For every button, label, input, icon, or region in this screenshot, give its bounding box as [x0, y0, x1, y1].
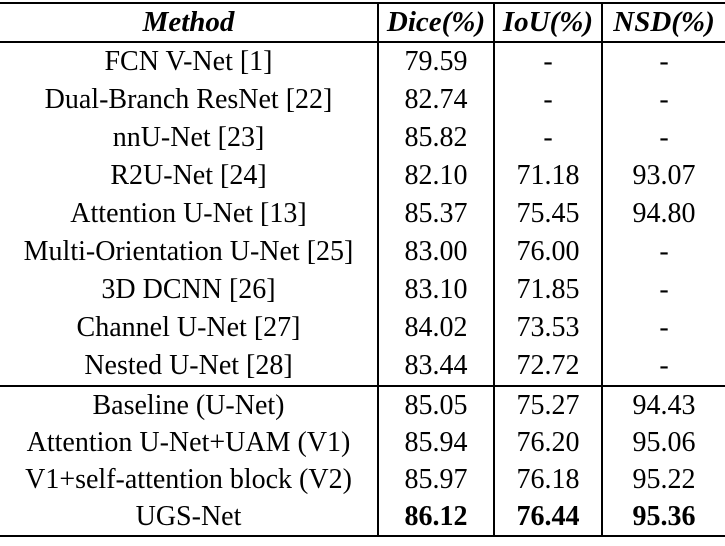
- iou-cell: 71.18: [493, 157, 602, 195]
- method-cell: UGS-Net: [135, 500, 242, 532]
- comparison-methods-section: FCN V-Net [1] 79.59 - - Dual-Branch ResN…: [0, 42, 725, 386]
- table-row: Baseline (U-Net) 85.05 75.27 94.43: [0, 385, 725, 424]
- iou-cell: 72.72: [493, 347, 602, 386]
- iou-cell: 76.18: [493, 461, 602, 498]
- results-table: Method Dice(%) IoU(%) NSD(%) FCN V-Net […: [0, 2, 725, 537]
- nsd-cell: -: [601, 347, 725, 386]
- dice-cell: 84.02: [377, 309, 494, 347]
- table-row: Multi-Orientation U-Net [25] 83.00 76.00…: [0, 233, 725, 271]
- table-row: V1+self-attention block (V2) 85.97 76.18…: [0, 461, 725, 498]
- ablation-section: Baseline (U-Net) 85.05 75.27 94.43 Atten…: [0, 385, 725, 536]
- dice-cell: 82.74: [377, 81, 494, 119]
- iou-cell: -: [493, 42, 602, 81]
- dice-cell: 86.12: [377, 498, 494, 536]
- iou-cell: 76.00: [493, 233, 602, 271]
- method-cell: R2U-Net [24]: [110, 160, 267, 191]
- table-row: Attention U-Net [13] 85.37 75.45 94.80: [0, 195, 725, 233]
- method-cell: Multi-Orientation U-Net [25]: [23, 236, 354, 267]
- nsd-cell: 95.22: [601, 461, 725, 498]
- iou-cell: 76.20: [493, 424, 602, 461]
- dice-cell: 83.44: [377, 347, 494, 386]
- iou-cell: 75.45: [493, 195, 602, 233]
- table-row: Nested U-Net [28] 83.44 72.72 -: [0, 347, 725, 386]
- table-row: Channel U-Net [27] 84.02 73.53 -: [0, 309, 725, 347]
- method-cell: V1+self-attention block (V2): [25, 463, 352, 495]
- iou-cell: 73.53: [493, 309, 602, 347]
- col-header-nsd: NSD(%): [601, 3, 725, 43]
- iou-cell: 71.85: [493, 271, 602, 309]
- dice-cell: 85.82: [377, 119, 494, 157]
- table-row: R2U-Net [24] 82.10 71.18 93.07: [0, 157, 725, 195]
- nsd-cell: 95.36: [601, 498, 725, 536]
- nsd-cell: 95.06: [601, 424, 725, 461]
- method-cell: Dual-Branch ResNet [22]: [44, 84, 333, 115]
- dice-cell: 79.59: [377, 42, 494, 81]
- col-header-method: Method: [0, 3, 378, 43]
- table-row: Attention U-Net+UAM (V1) 85.94 76.20 95.…: [0, 424, 725, 461]
- method-cell: nnU-Net [23]: [112, 122, 265, 153]
- method-cell: FCN V-Net [1]: [104, 46, 273, 77]
- table-row: FCN V-Net [1] 79.59 - -: [0, 42, 725, 81]
- dice-cell: 85.97: [377, 461, 494, 498]
- method-cell: Baseline (U-Net): [0, 385, 378, 424]
- table-header: Method Dice(%) IoU(%) NSD(%): [0, 3, 725, 43]
- iou-cell: -: [493, 81, 602, 119]
- nsd-cell: 94.80: [601, 195, 725, 233]
- header-row: Method Dice(%) IoU(%) NSD(%): [0, 3, 725, 43]
- table-row: Dual-Branch ResNet [22] 82.74 - -: [0, 81, 725, 119]
- nsd-cell: -: [601, 81, 725, 119]
- nsd-cell: -: [601, 42, 725, 81]
- nsd-cell: -: [601, 233, 725, 271]
- nsd-cell: -: [601, 119, 725, 157]
- method-cell: Attention U-Net+UAM (V1): [26, 426, 351, 458]
- dice-cell: 83.00: [377, 233, 494, 271]
- table-row-ugs-net: UGS-Net 86.12 76.44 95.36: [0, 498, 725, 536]
- dice-cell: 83.10: [377, 271, 494, 309]
- method-cell: 3D DCNN [26]: [101, 274, 276, 305]
- table-row: 3D DCNN [26] 83.10 71.85 -: [0, 271, 725, 309]
- method-cell: Nested U-Net [28]: [84, 350, 293, 381]
- nsd-cell: 94.43: [601, 385, 725, 424]
- col-header-dice: Dice(%): [377, 3, 494, 43]
- dice-cell: 85.37: [377, 195, 494, 233]
- nsd-cell: 93.07: [601, 157, 725, 195]
- nsd-cell: -: [601, 309, 725, 347]
- col-header-iou: IoU(%): [493, 3, 602, 43]
- iou-cell: -: [493, 119, 602, 157]
- method-cell: Attention U-Net [13]: [70, 198, 307, 229]
- nsd-cell: -: [601, 271, 725, 309]
- table-row: nnU-Net [23] 85.82 - -: [0, 119, 725, 157]
- iou-cell: 76.44: [493, 498, 602, 536]
- dice-cell: 85.05: [377, 385, 494, 424]
- iou-cell: 75.27: [493, 385, 602, 424]
- dice-cell: 85.94: [377, 424, 494, 461]
- dice-cell: 82.10: [377, 157, 494, 195]
- method-cell: Channel U-Net [27]: [76, 312, 301, 343]
